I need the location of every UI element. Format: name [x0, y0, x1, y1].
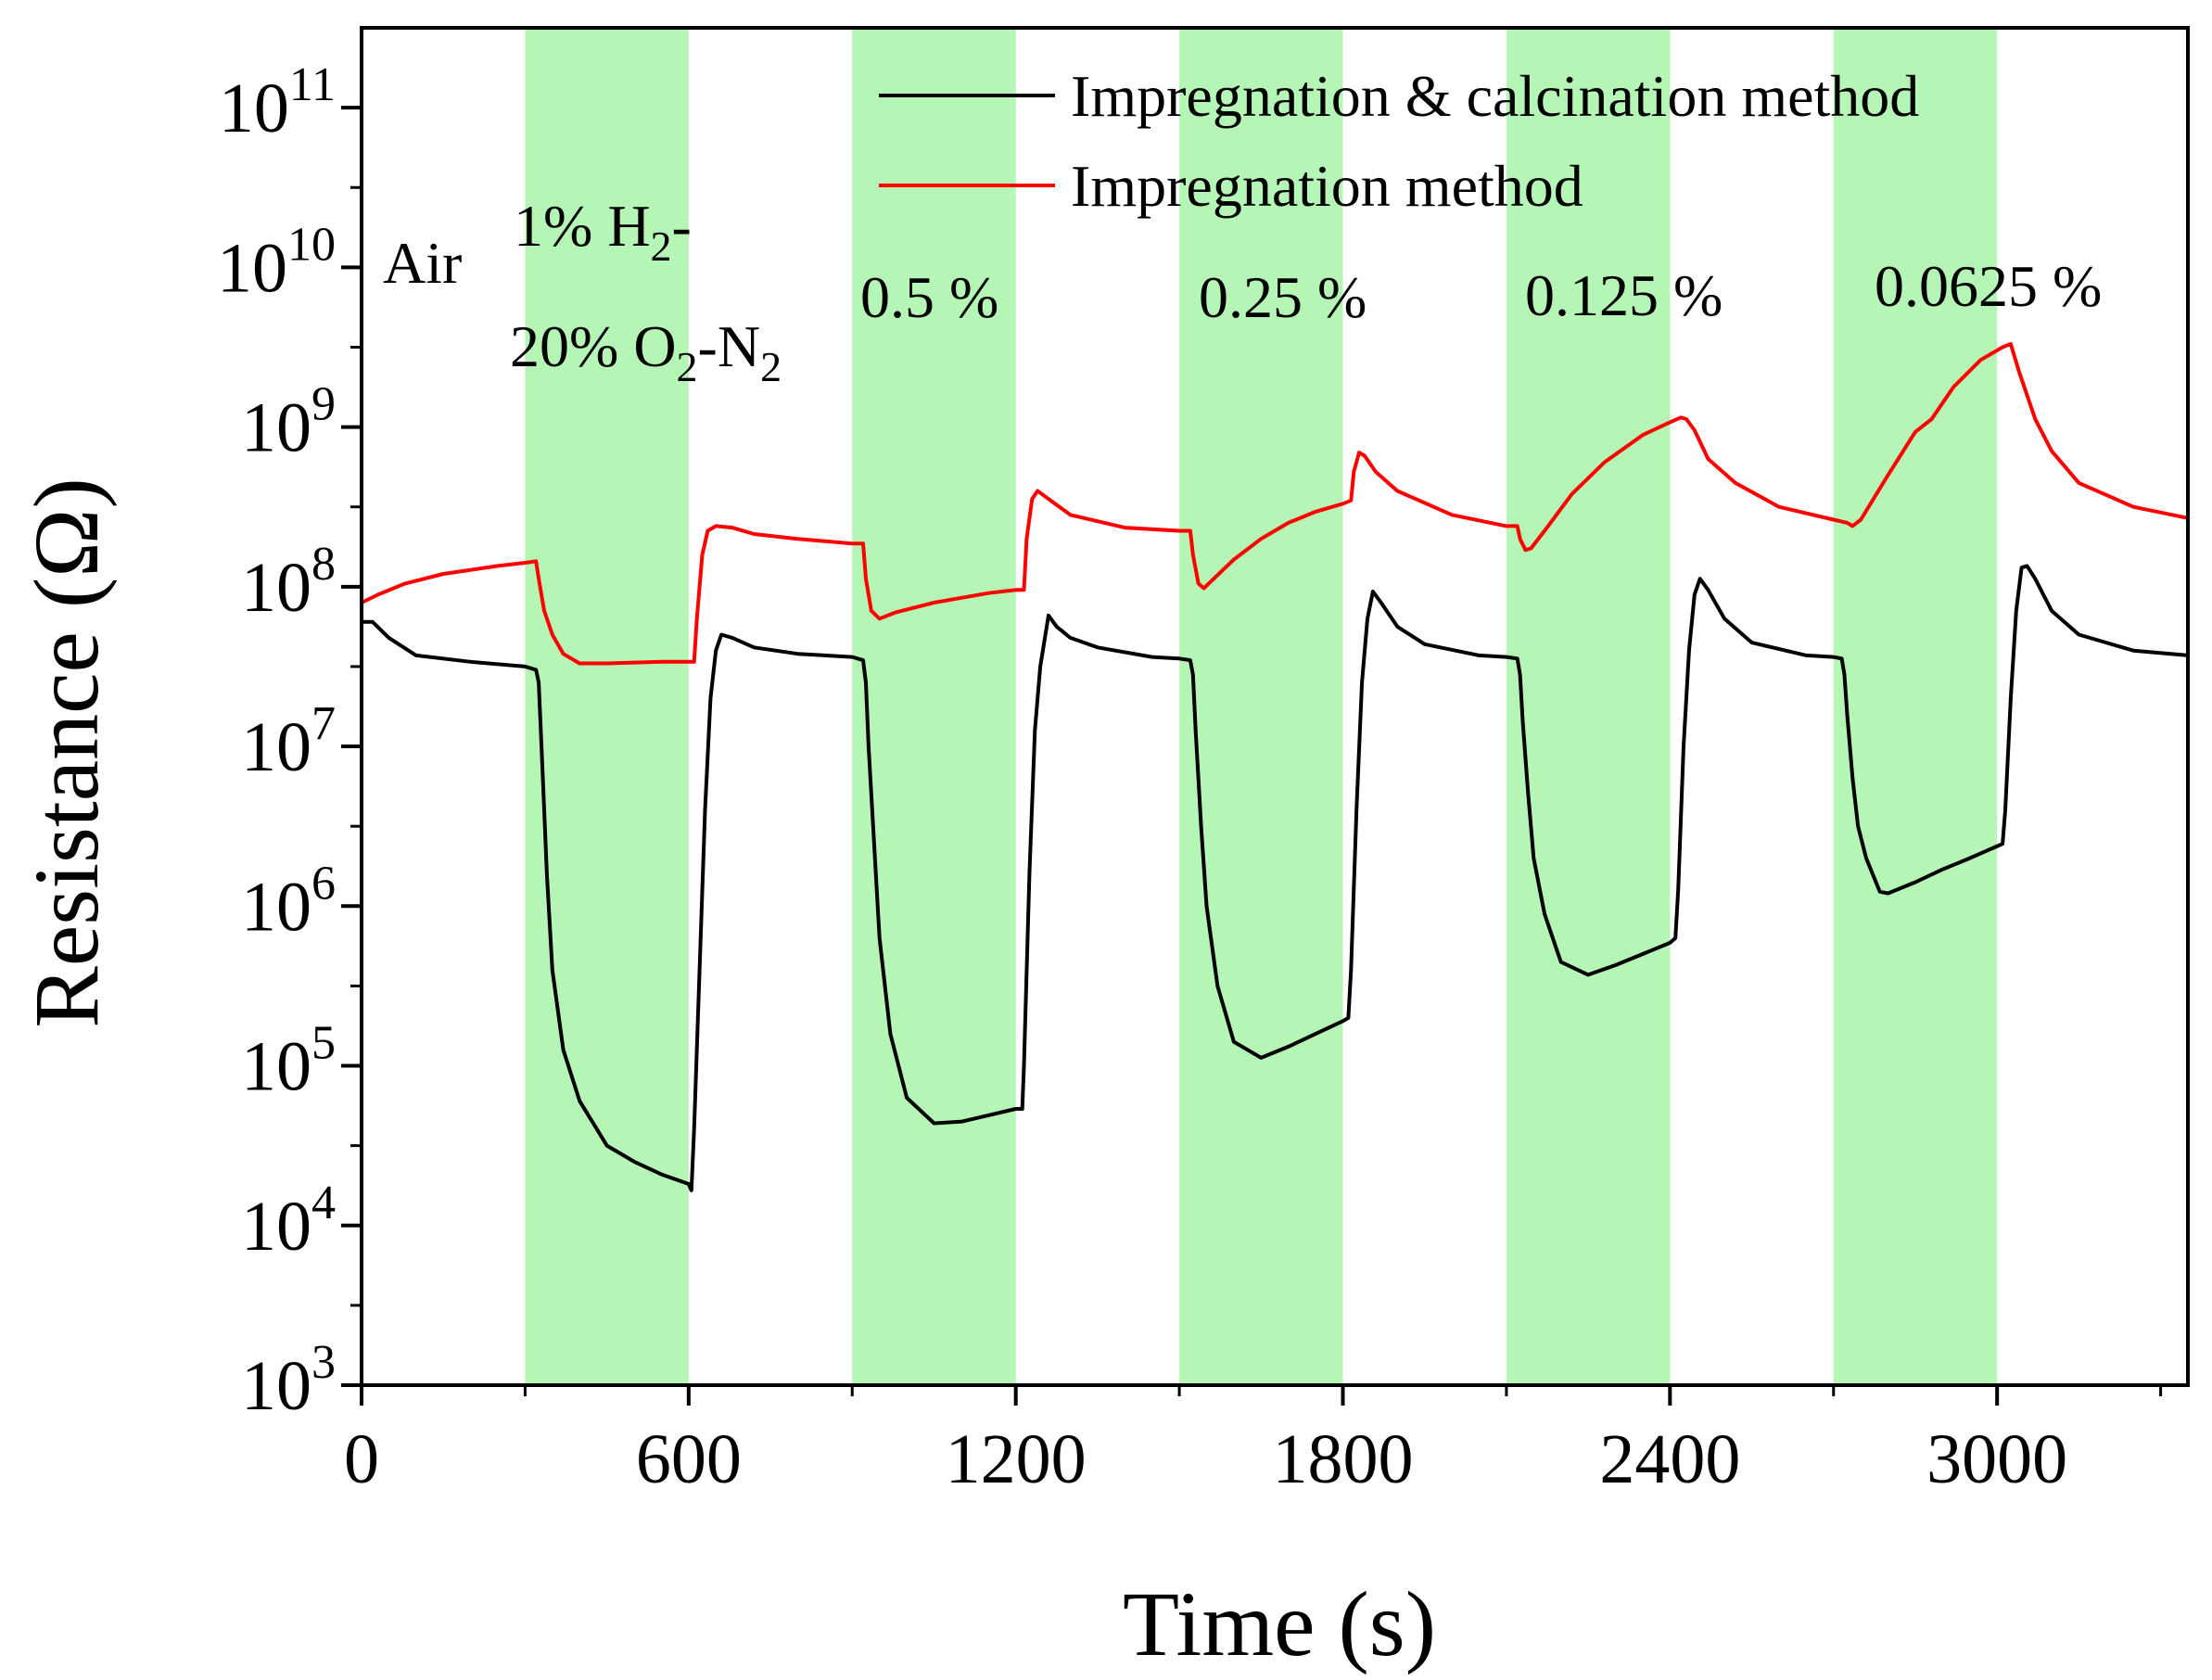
x-tick-label: 2400 [1599, 1420, 1740, 1498]
legend-label-calcination: Impregnation & calcination method [1071, 63, 1919, 129]
y-axis-title: Resistance (Ω) [15, 477, 118, 1028]
annotation-air: Air [383, 230, 462, 296]
x-tick-label: 3000 [1926, 1420, 2067, 1498]
x-tick-label: 600 [636, 1420, 742, 1498]
annotation-0-125-percent: 0.125 % [1525, 262, 1723, 328]
data-series-group [361, 342, 2189, 1192]
series-line-calcination [362, 564, 2189, 1192]
gas-band-4 [1506, 28, 1671, 1385]
legend: Impregnation & calcination method Impreg… [879, 63, 1919, 219]
plot-frame [360, 26, 2190, 1387]
x-tick-label: 0 [344, 1420, 379, 1498]
annotation-h2-line1: 1% H2- [514, 193, 692, 270]
y-tick-label: 107 [241, 697, 336, 786]
y-tick-label: 105 [241, 1017, 336, 1106]
annotation-0-0625-percent: 0.0625 % [1875, 253, 2102, 319]
y-tick-label: 1011 [219, 58, 336, 147]
gas-exposure-bands [525, 28, 1998, 1385]
x-axis-ticks: 0 600 1200 1800 2400 3000 [344, 1385, 2163, 1498]
y-tick-label: 103 [241, 1336, 336, 1425]
gas-band-2 [852, 28, 1016, 1385]
gas-band-1 [525, 28, 689, 1385]
y-tick-label: 104 [241, 1177, 336, 1266]
annotation-h2-line2: 20% O2-N2 [510, 313, 782, 390]
annotation-0-5-percent: 0.5 % [860, 264, 998, 330]
x-axis-title: Time (s) [1123, 1572, 1436, 1675]
x-tick-label: 1800 [1273, 1420, 1414, 1498]
y-axis-ticks: 103 104 105 106 107 108 109 1010 1011 [217, 58, 362, 1425]
y-tick-label: 1010 [217, 218, 336, 307]
y-tick-label: 106 [241, 857, 336, 946]
gas-band-3 [1179, 28, 1343, 1385]
annotation-0-25-percent: 0.25 % [1199, 264, 1367, 330]
y-tick-label: 109 [241, 378, 336, 467]
x-tick-label: 1200 [946, 1420, 1087, 1498]
series-line-impregnation [361, 342, 2189, 666]
y-tick-label: 108 [241, 538, 336, 627]
gas-band-5 [1833, 28, 1998, 1385]
legend-label-impregnation: Impregnation method [1071, 153, 1583, 219]
